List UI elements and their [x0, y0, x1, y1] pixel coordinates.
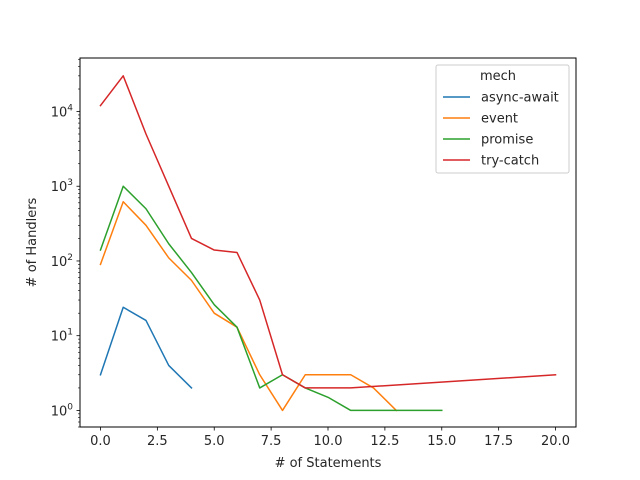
y-tick-label: 101 [51, 328, 73, 345]
series-line-async-await [99, 306, 193, 389]
x-tick-label: 20.0 [541, 434, 570, 449]
x-axis: 0.0 2.5 5.0 7.5 10.0 12.5 15.0 17.5 20.0 [90, 427, 570, 449]
legend-title: mech [480, 69, 516, 84]
legend-box [435, 64, 570, 174]
series-line-promise [99, 185, 443, 412]
y-axis-title: # of Handlers [25, 197, 40, 287]
legend-label-event: event [481, 112, 518, 127]
plot-area [99, 75, 557, 412]
x-tick-label: 15.0 [427, 434, 456, 449]
legend: mech async-await event promise try-catch [435, 64, 570, 174]
x-tick-label: 7.5 [261, 434, 282, 449]
y-tick-label: 102 [51, 253, 73, 270]
y-tick-label: 104 [51, 104, 74, 121]
legend-label-async-await: async-await [481, 91, 559, 106]
series-line-try-catch [99, 75, 557, 389]
x-tick-label: 12.5 [370, 434, 399, 449]
x-axis-title: # of Statements [275, 456, 382, 471]
x-tick-label: 2.5 [147, 434, 168, 449]
series-line-event [99, 201, 398, 412]
y-axis: 100 101 102 103 104 [51, 58, 80, 428]
legend-label-promise: promise [481, 133, 533, 148]
y-tick-label: 103 [51, 178, 73, 195]
legend-label-try-catch: try-catch [481, 154, 539, 169]
y-tick-label: 100 [51, 402, 74, 419]
x-tick-label: 10.0 [314, 434, 343, 449]
x-tick-label: 17.5 [484, 434, 513, 449]
x-tick-label: 5.0 [204, 434, 225, 449]
x-tick-label: 0.0 [90, 434, 111, 449]
